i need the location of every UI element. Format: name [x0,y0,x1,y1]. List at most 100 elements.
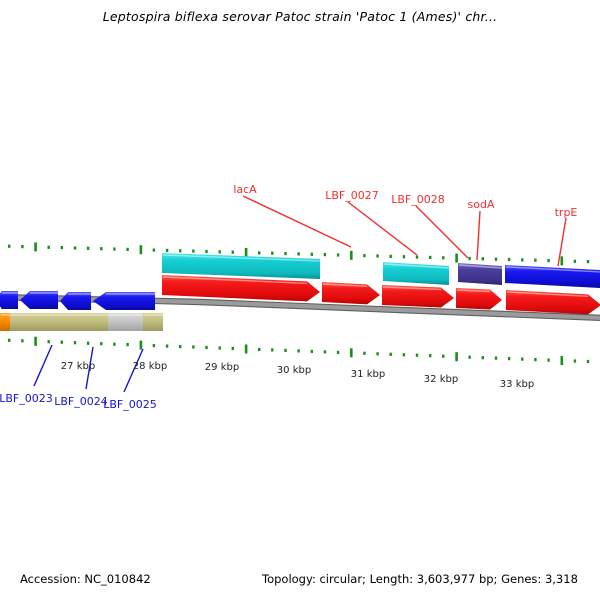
tick-row-bottom [8,336,590,366]
scale-tick-minor [376,352,379,356]
cds-red-1[interactable] [162,275,320,302]
scale-tick-minor [442,256,445,260]
cds-red-4-highlight [456,289,491,293]
leader-line-trpe [557,217,567,267]
cds-red-5-highlight [506,291,589,298]
scale-tick-minor [429,354,432,358]
scale-tick-minor [323,350,327,354]
scale-tick-minor [297,252,300,256]
scale-tick-minor [192,249,195,253]
ruler-tick-label: 30 kbp [276,365,312,376]
scale-tick-minor [192,345,195,349]
cds-red-4[interactable] [456,288,502,310]
scale-tick-minor [165,344,169,348]
scale-tick-minor [205,345,208,350]
scale-tick-minor [21,245,24,249]
scale-tick-minor [179,249,182,253]
scale-tick-minor [100,342,103,346]
scale-tick-minor [165,248,169,252]
scale-tick-major [139,340,143,350]
region-olive-2[interactable] [143,313,163,331]
scale-tick-minor [573,259,577,263]
scale-tick-minor [468,256,471,261]
scale-tick-minor [258,251,261,255]
scale-tick-major [560,256,564,266]
leader-line-lbf_0024 [85,346,94,390]
scale-tick-minor [336,253,340,257]
cds-blue-1[interactable] [0,291,18,309]
scale-tick-minor [231,346,234,351]
scale-tick-minor [507,357,511,361]
leader-line-lbf_0028 [415,205,469,259]
region-olive-1[interactable] [10,313,108,331]
leader-line-lbf_0027 [347,201,418,256]
scale-tick-minor [376,254,379,258]
sequence-summary-text: Topology: circular; Length: 3,603,977 bp… [262,572,578,586]
cds-blue-4[interactable] [93,292,155,310]
scale-tick-minor [86,246,90,250]
scale-tick-major [350,250,353,260]
scale-tick-major [350,348,353,358]
gene-label-lbf_0025[interactable]: LBF_0025 [103,398,157,411]
cds-blue-3[interactable] [60,292,91,310]
scale-tick-minor [429,255,432,259]
scale-tick-minor [507,257,511,262]
scale-tick-minor [8,244,11,248]
scale-tick-minor [218,346,221,350]
ruler-tick-label: 32 kbp [423,374,459,385]
scale-tick-minor [442,354,445,358]
scale-tick-minor [534,358,537,362]
scale-tick-minor [586,359,590,364]
scale-tick-minor [21,339,24,343]
scale-tick-minor [231,250,234,254]
scale-tick-minor [152,248,156,252]
scale-tick-minor [310,349,313,353]
cds-red-2[interactable] [322,282,380,305]
scale-tick-minor [86,341,90,345]
scale-tick-major [139,245,143,255]
gene-label-lbf_0024[interactable]: LBF_0024 [54,395,108,408]
scale-tick-minor [521,357,524,361]
scale-tick-minor [218,250,221,254]
gene-label-laca[interactable]: lacA [233,183,257,196]
cds-red-3[interactable] [382,285,454,308]
scale-tick-minor [60,246,63,250]
scale-tick-minor [363,351,366,355]
scale-tick-minor [586,260,590,264]
ruler-tick-label: 28 kbp [132,361,168,372]
rna-cyan-left[interactable] [162,253,320,279]
scale-tick-major [455,253,458,263]
reverse-strand-cds-group [0,291,155,310]
leader-line-lbf_0023 [33,344,53,387]
cds-blue-2[interactable] [20,291,58,309]
gene-label-lbf_0027[interactable]: LBF_0027 [325,189,379,202]
rna-cyan-mid[interactable] [383,262,449,285]
cds-red-5[interactable] [506,290,600,315]
scale-tick-minor [481,356,484,360]
leader-line-lbf_0025 [123,348,144,393]
scale-tick-minor [73,341,77,345]
region-orange[interactable] [0,313,10,331]
scale-tick-minor [481,257,484,261]
rna-track-group [162,253,600,288]
region-grey[interactable] [108,313,143,331]
scale-tick-major [455,352,458,362]
gene-label-soda[interactable]: sodA [467,198,495,211]
scale-tick-minor [547,259,550,263]
page-title: Leptospira biflexa serovar Patoc strain … [102,9,498,24]
gene-label-lbf_0028[interactable]: LBF_0028 [391,193,445,206]
scale-tick-minor [310,252,313,256]
scale-tick-minor [152,344,156,348]
tick-row-top [8,242,590,266]
cds-blue-right[interactable] [505,265,600,288]
scale-tick-minor [100,247,103,251]
scale-tick-minor [113,342,116,346]
gene-label-lbf_0023[interactable]: LBF_0023 [0,392,53,405]
scale-tick-minor [271,348,274,352]
leader-line-soda [476,210,481,261]
scale-tick-minor [468,355,471,359]
cds-red-3-highlight [382,286,442,291]
gene-label-trpe[interactable]: trpE [554,206,578,219]
cds-purple[interactable] [458,263,502,285]
